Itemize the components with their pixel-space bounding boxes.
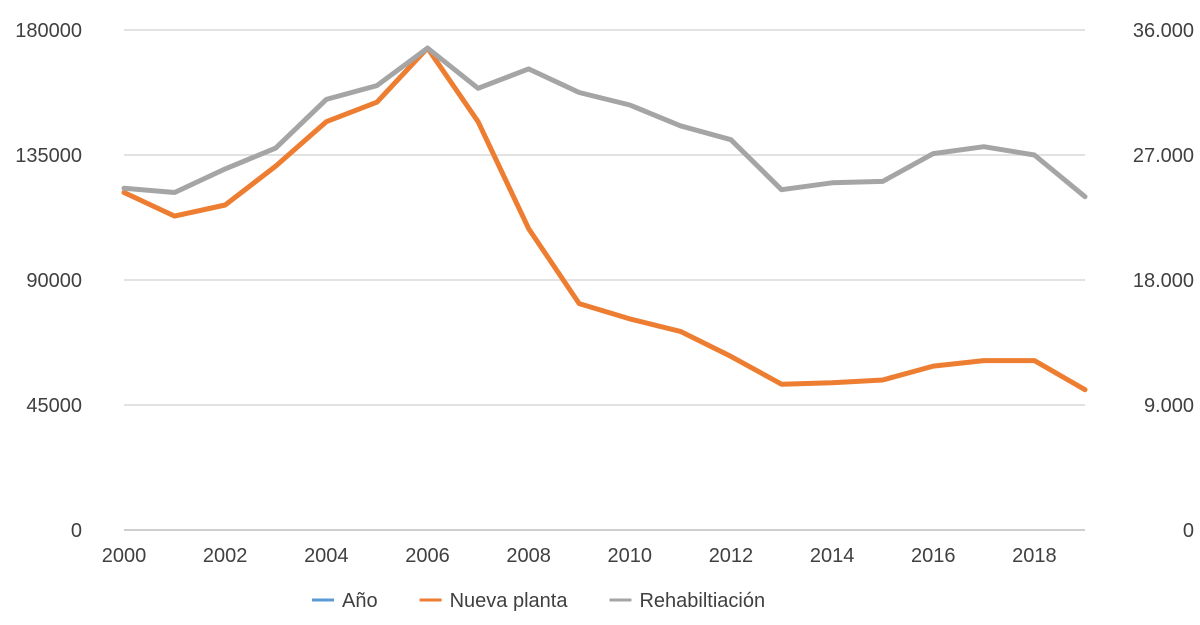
x-axis-ticks: 2000 2002 2004 2006 2008 2010 2012 2014 2016 2018 <box>102 545 1057 567</box>
legend-label: Año <box>342 590 378 612</box>
left-y-tick-label: 90000 <box>26 270 82 292</box>
legend-item-ano: Año <box>312 590 378 612</box>
right-y-tick-label: 9.000 <box>1144 395 1194 417</box>
right-y-tick-label: 18.000 <box>1133 270 1194 292</box>
left-y-tick-label: 0 <box>71 520 82 542</box>
left-y-tick-label: 45000 <box>26 395 82 417</box>
left-y-tick-label: 180000 <box>15 20 82 42</box>
left-y-tick-label: 135000 <box>15 145 82 167</box>
legend: Año Nueva planta Rehabiltiación <box>312 590 765 612</box>
x-tick-label: 2018 <box>1012 545 1057 567</box>
x-tick-label: 2004 <box>304 545 349 567</box>
gridlines <box>124 29 1085 406</box>
legend-item-nueva-planta: Nueva planta <box>419 590 569 612</box>
left-y-axis: 0 45000 90000 135000 180000 <box>15 20 82 542</box>
x-tick-label: 2016 <box>911 545 956 567</box>
x-tick-label: 2000 <box>102 545 147 567</box>
series-line-rehabiltiacion <box>121 45 1088 200</box>
legend-item-rehabiltiacion: Rehabiltiación <box>609 590 765 612</box>
right-y-tick-label: 0 <box>1183 520 1194 542</box>
x-tick-label: 2014 <box>810 545 855 567</box>
right-y-axis: 0 9.000 18.000 27.000 36.000 <box>1133 20 1194 542</box>
x-tick-label: 2002 <box>203 545 248 567</box>
legend-label: Nueva planta <box>450 590 569 612</box>
right-y-tick-label: 27.000 <box>1133 145 1194 167</box>
legend-label: Rehabiltiación <box>639 590 765 612</box>
x-tick-label: 2010 <box>608 545 653 567</box>
right-y-tick-label: 36.000 <box>1133 20 1194 42</box>
series-line-nueva-planta <box>121 45 1088 393</box>
x-tick-label: 2012 <box>709 545 754 567</box>
series <box>121 45 1088 393</box>
x-tick-label: 2006 <box>405 545 450 567</box>
x-tick-label: 2008 <box>506 545 551 567</box>
